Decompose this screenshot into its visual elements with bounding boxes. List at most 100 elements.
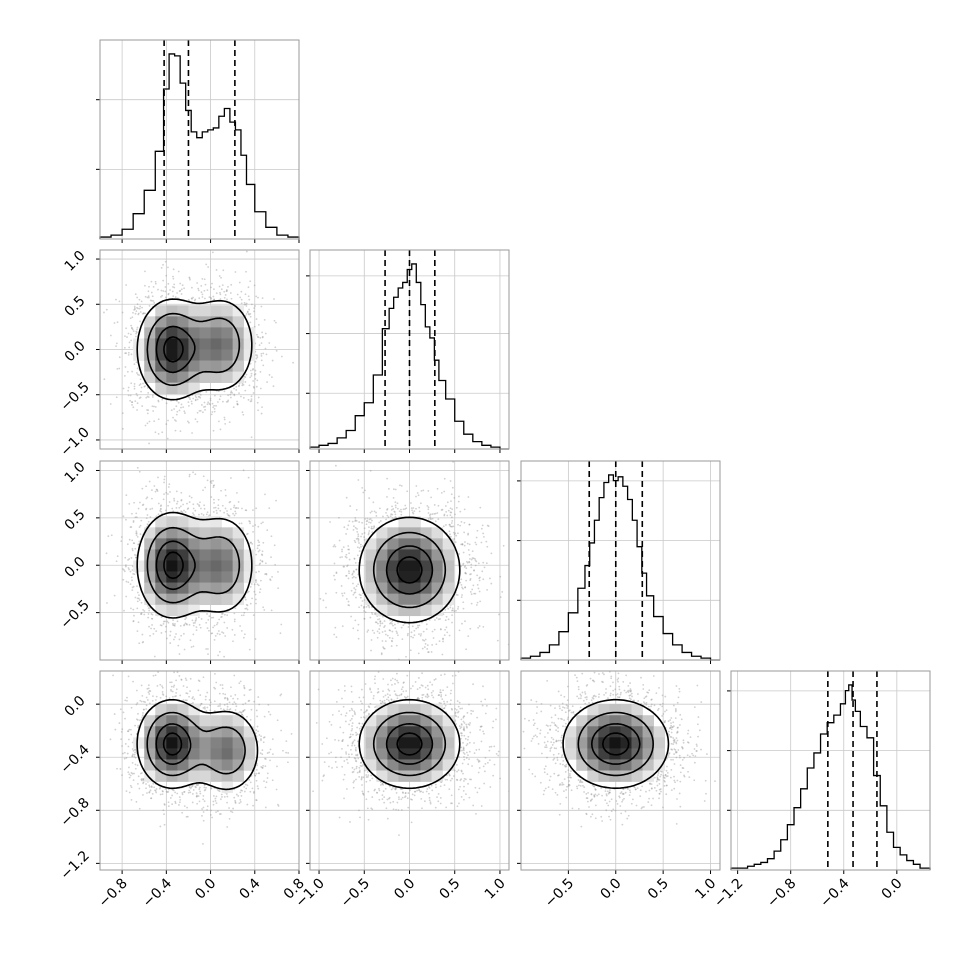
scatter-point [528,719,530,722]
scatter-point [473,742,475,744]
scatter-point [379,624,382,627]
scatter-point [135,512,138,515]
scatter-point [257,396,260,399]
scatter-point [480,541,483,544]
scatter-point [173,624,175,627]
density-cell [177,571,189,583]
scatter-point [118,367,121,370]
scatter-point [662,702,664,705]
scatter-point [351,728,354,730]
density-cells [565,704,666,782]
scatter-point [620,791,623,793]
scatter-point [192,633,195,636]
scatter-point [124,743,127,745]
scatter-point [364,710,367,713]
scatter-point [185,679,188,682]
scatter-point [317,688,320,691]
scatter-point [461,707,463,710]
scatter-point [251,597,253,600]
scatter-point [484,762,487,765]
scatter-point [371,796,374,798]
scatter-point [113,322,116,324]
scatter-point [209,701,212,704]
scatter-point [465,567,468,570]
scatter-point [153,466,155,468]
scatter-point [347,753,350,756]
scatter-point [480,700,483,703]
scatter-point [188,786,191,789]
scatter-point [132,406,135,409]
scatter-point [379,702,382,705]
scatter-point [459,779,462,782]
scatter-point [133,501,136,504]
scatter-point [665,709,668,712]
scatter-point [234,799,237,802]
scatter-point [639,795,642,798]
scatter-point [246,608,249,611]
scatter-point [133,387,136,390]
scatter-point [616,696,619,698]
scatter-point [354,759,357,762]
scatter-point [658,778,661,781]
scatter-point [337,739,340,742]
scatter-point [188,276,191,279]
scatter-point [468,741,471,744]
scatter-point [255,571,258,574]
y-tick-label: 0.0 [62,693,89,720]
scatter-point [700,701,703,703]
scatter-point [361,486,364,489]
scatter-point [545,744,548,746]
scatter-point [677,696,680,699]
scatter-point [128,568,130,571]
panel-frame [309,460,510,661]
scatter-point [338,816,341,819]
density-cell [177,582,189,594]
scatter-point [287,761,289,764]
scatter-point [626,690,629,693]
x-axis-labels-p3: −1.2 −0.8 −0.4 0.0 [711,875,906,910]
scatter-point [643,702,646,705]
scatter-point [347,604,350,606]
scatter-point [426,694,429,696]
scatter-point [437,518,440,521]
scatter-point [199,704,202,707]
scatter-point [257,539,260,542]
scatter-point [245,607,248,610]
scatter-point [199,626,202,629]
scatter-point [362,794,365,796]
scatter-point [175,506,178,509]
scatter-point [676,779,679,782]
scatter-point [465,757,468,759]
scatter-point [260,412,263,415]
scatter-point [658,782,661,785]
scatter-point [463,715,466,718]
scatter-point [147,290,150,293]
panel-frame [99,460,300,661]
scatter-point [196,282,199,284]
scatter-point [258,563,261,566]
scatter-point [125,494,128,497]
scatter-point [443,784,446,787]
scatter-point [669,727,672,729]
scatter-point [145,507,148,510]
scatter-point [196,784,199,787]
scatter-point [234,802,237,804]
scatter-point [148,791,151,794]
x-tick-label: 0.5 [436,876,463,903]
scatter-point [384,640,387,642]
scatter-point [135,516,138,519]
density-cell [565,726,577,738]
scatter-point [427,508,430,511]
scatter-point [138,374,140,377]
scatter-point [438,701,441,704]
scatter-point [362,716,365,719]
scatter-point [262,521,264,524]
scatter-point [217,504,220,507]
scatter-point [226,826,229,828]
density-cell [188,316,200,328]
scatter-point [406,797,409,800]
scatter-point [449,507,452,510]
scatter-point [172,789,175,792]
scatter-point [330,751,333,754]
density-cell [365,560,377,572]
